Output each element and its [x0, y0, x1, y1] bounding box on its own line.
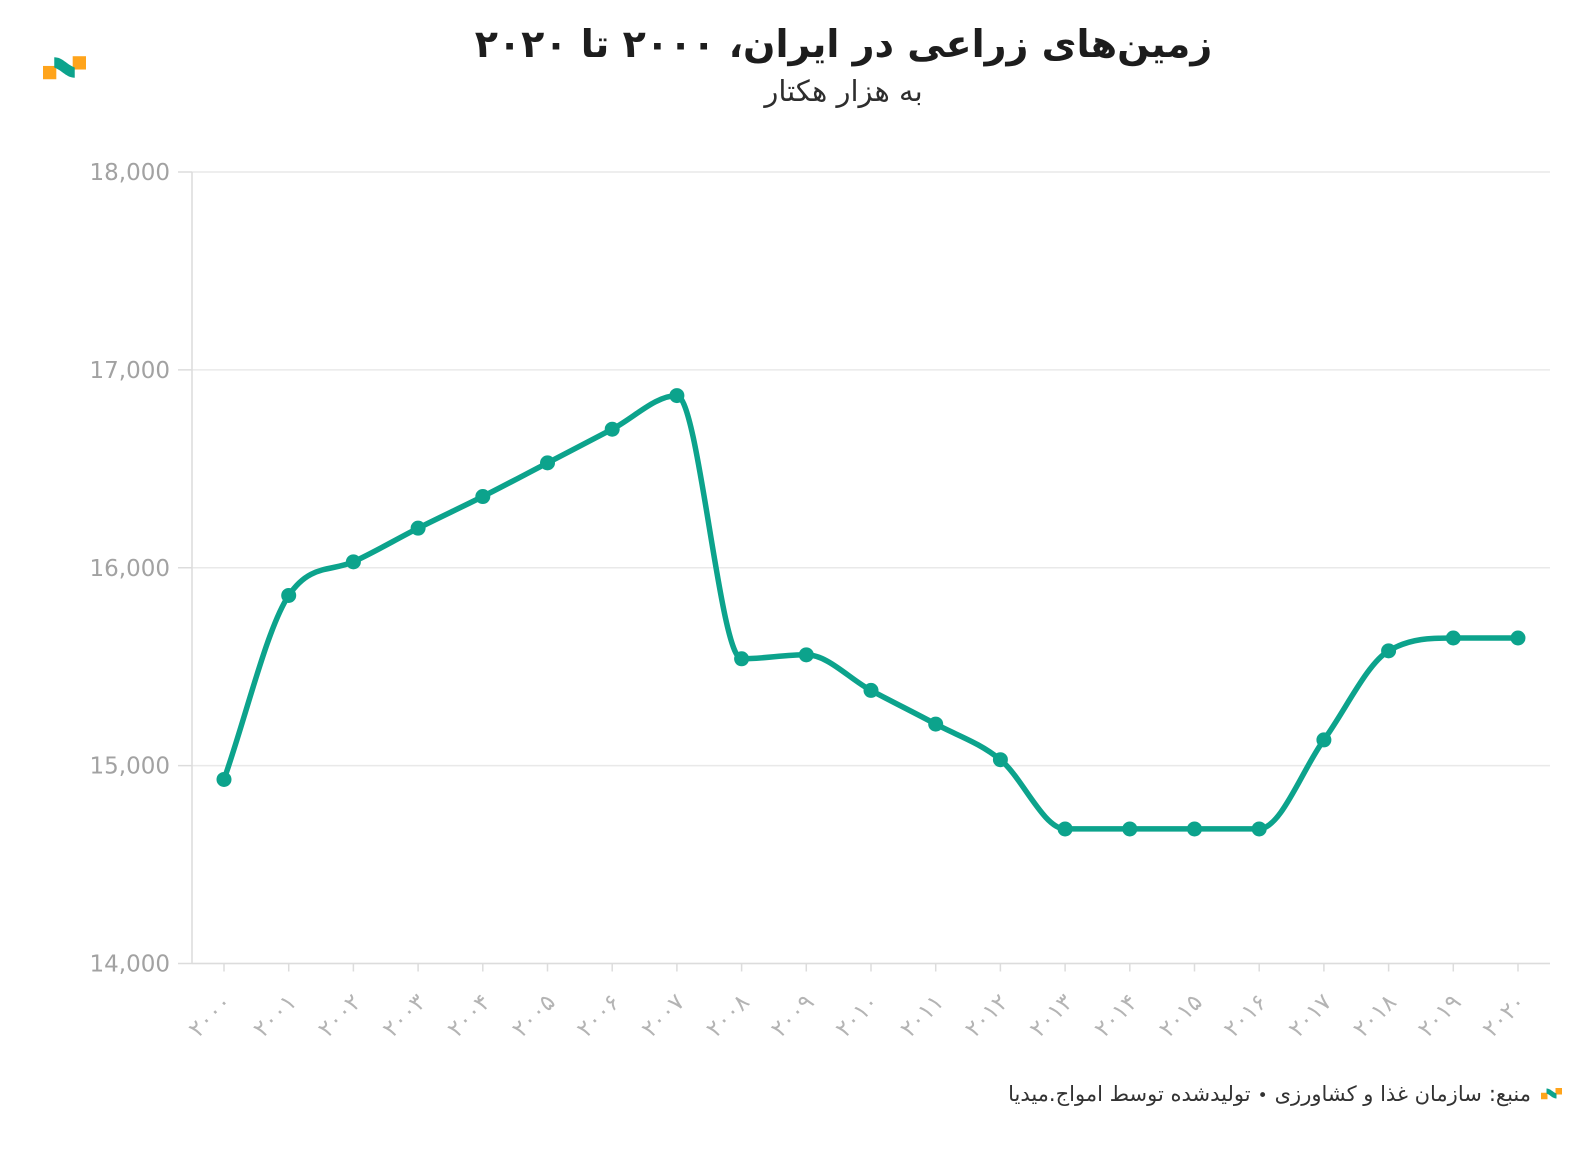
- data-point[interactable]: [992, 752, 1008, 768]
- x-tick-label: ۲۰۱۱: [896, 989, 949, 1042]
- data-point[interactable]: [863, 682, 879, 698]
- data-point[interactable]: [1510, 630, 1526, 646]
- footer-text: منبع: سازمان غذا و کشاورزی • تولیدشده تو…: [1008, 1082, 1531, 1106]
- x-tick-label: ۲۰۰۳: [378, 989, 431, 1042]
- x-tick-label: ۲۰۰۸: [702, 989, 755, 1042]
- footer-logo-orange-right: [1555, 1088, 1562, 1095]
- x-tick-label: ۲۰۱۴: [1090, 989, 1143, 1042]
- footer-amwaj-logo: [1541, 1088, 1562, 1100]
- logo-teal-wave: [54, 57, 75, 78]
- data-point[interactable]: [1187, 821, 1202, 837]
- data-point[interactable]: [540, 455, 555, 471]
- x-tick-label: ۲۰۰۶: [572, 989, 625, 1042]
- footer-logo-orange-left: [1541, 1092, 1548, 1100]
- x-tick-label: ۲۰۱۲: [960, 989, 1013, 1042]
- data-point[interactable]: [734, 651, 750, 667]
- x-tick-label: ۲۰۱۳: [1025, 989, 1078, 1042]
- source-label: منبع:: [1488, 1082, 1531, 1106]
- data-point[interactable]: [475, 489, 491, 505]
- x-tick-label: ۲۰۰۵: [507, 989, 560, 1042]
- chart-header: زمین‌های زراعی در ایران، ۲۰۰۰ تا ۲۰۲۰ به…: [0, 18, 1592, 112]
- data-point[interactable]: [1057, 821, 1073, 837]
- data-point[interactable]: [410, 520, 426, 536]
- x-tick-label: ۲۰۰۷: [637, 989, 690, 1042]
- data-point[interactable]: [1316, 732, 1332, 748]
- data-point[interactable]: [928, 716, 944, 732]
- x-tick-label: ۲۰۱۵: [1154, 989, 1207, 1042]
- y-tick-label: 16,000: [90, 556, 170, 582]
- data-point[interactable]: [1445, 630, 1461, 646]
- footer-logo-teal-wave: [1546, 1088, 1557, 1099]
- source-name: سازمان غذا و کشاورزی: [1274, 1082, 1482, 1106]
- x-tick-label: ۲۰۰۹: [766, 989, 819, 1042]
- chart-title: زمین‌های زراعی در ایران، ۲۰۰۰ تا ۲۰۲۰: [474, 22, 1213, 66]
- data-point[interactable]: [281, 587, 297, 603]
- data-point[interactable]: [1122, 821, 1138, 837]
- data-point[interactable]: [1251, 821, 1267, 837]
- x-tick-label: ۲۰۱۷: [1284, 989, 1337, 1042]
- x-tick-label: ۲۰۱۹: [1413, 989, 1466, 1042]
- x-tick-label: ۲۰۱۰: [831, 989, 884, 1042]
- logo-orange-square-left: [43, 65, 57, 80]
- y-tick-label: 15,000: [90, 754, 170, 780]
- x-tick-label: ۲۰۰۲: [313, 989, 366, 1042]
- x-tick-label: ۲۰۰۴: [443, 989, 496, 1042]
- produced-by: تولیدشده توسط امواج.میدیا: [1008, 1082, 1251, 1106]
- y-tick-label: 14,000: [90, 952, 170, 978]
- data-point[interactable]: [1381, 643, 1397, 659]
- x-tick-label: ۲۰۰۱: [249, 989, 302, 1042]
- data-point[interactable]: [798, 647, 814, 663]
- trend-line: [221, 392, 1521, 832]
- x-tick-label: ۲۰۱۸: [1349, 989, 1402, 1042]
- data-point[interactable]: [345, 554, 361, 570]
- chart-subtitle: به هزار هکتار: [764, 74, 923, 108]
- data-point[interactable]: [216, 771, 232, 787]
- x-tick-label: ۲۰۱۶: [1219, 989, 1272, 1042]
- x-tick-label: ۲۰۰۰: [184, 989, 237, 1042]
- data-point[interactable]: [669, 388, 685, 404]
- data-point[interactable]: [604, 421, 620, 437]
- x-tick-label: ۲۰۲۰: [1478, 989, 1531, 1042]
- amwaj-logo: [43, 56, 86, 80]
- y-tick-label: 18,000: [90, 160, 170, 186]
- footer-separator: •: [1257, 1086, 1268, 1106]
- chart-footer: منبع: سازمان غذا و کشاورزی • تولیدشده تو…: [1008, 1082, 1562, 1106]
- y-tick-label: 17,000: [90, 358, 170, 384]
- logo-orange-square-right: [72, 56, 86, 70]
